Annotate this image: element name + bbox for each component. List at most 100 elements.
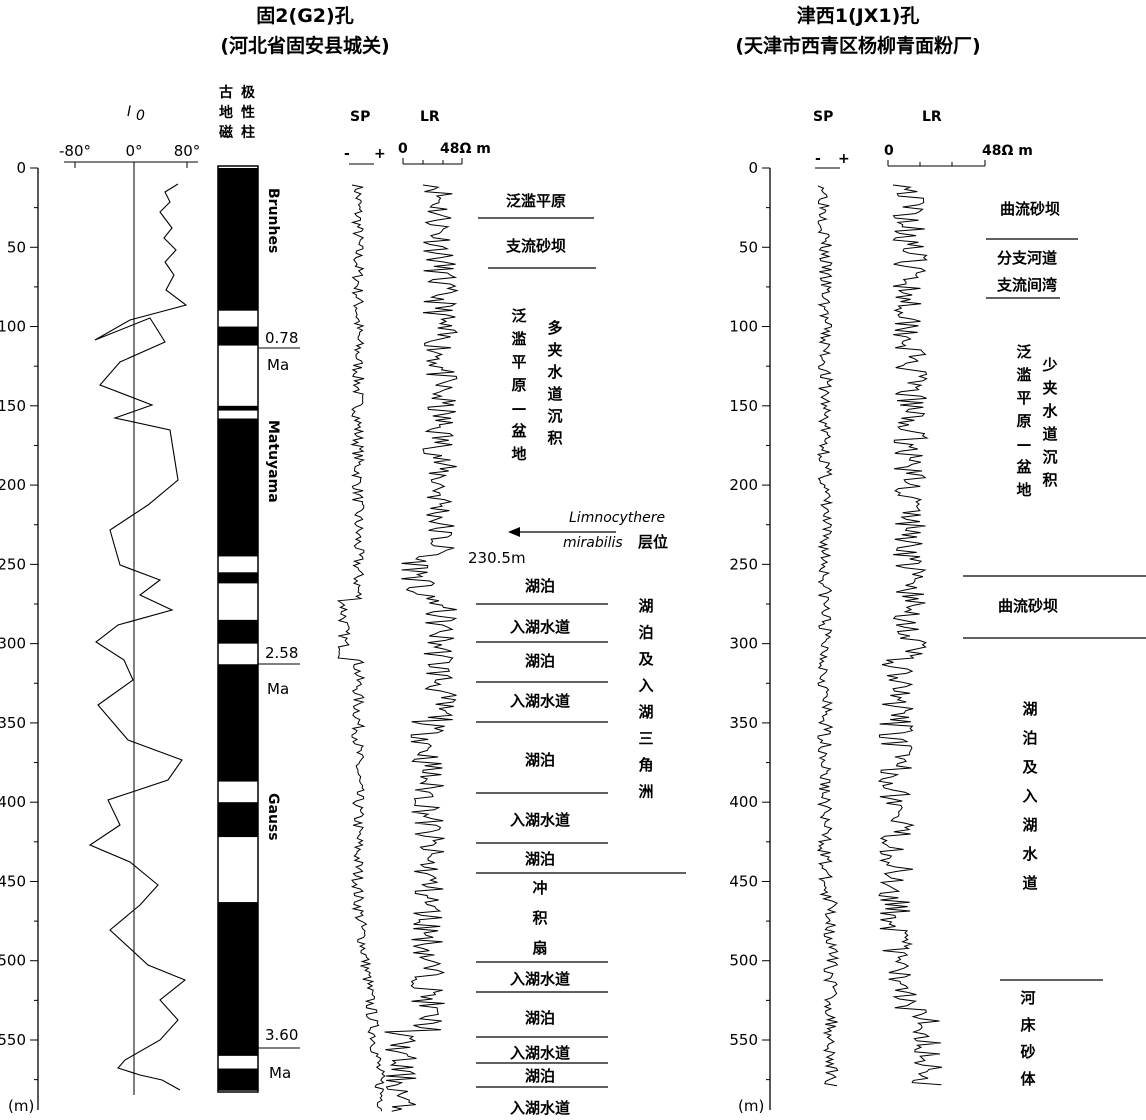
right-depth-axis: 0 50 100 150 200 250 300 350 400 450 500 550 bbox=[729, 159, 771, 1110]
left-lr-label: LR bbox=[420, 109, 440, 125]
left-vert-delta-char-6: 角 bbox=[638, 756, 653, 774]
left-depth-tick-250: 250 bbox=[0, 555, 26, 573]
polarity-column bbox=[217, 165, 259, 1093]
right-facies-meander-1: 曲流砂坝 bbox=[1000, 200, 1060, 218]
left-facies-channel-3: 入湖水道 bbox=[510, 811, 570, 829]
left-depth-tick-300: 300 bbox=[0, 635, 26, 653]
right-well-location: (天津市西青区杨柳青面粉厂) bbox=[735, 34, 980, 57]
right-sp-minus: - bbox=[815, 151, 821, 167]
right-lr-zero: 0 bbox=[884, 143, 894, 159]
left-sp-minus: - bbox=[344, 146, 350, 162]
left-vert-b-char-4: 沉 bbox=[547, 407, 562, 425]
left-depth-tick-0: 0 bbox=[16, 159, 26, 177]
right-vert-a-char-1: 滥 bbox=[1016, 366, 1031, 384]
chron-brunhes: Brunhes bbox=[265, 188, 281, 253]
normal-polarity-interval bbox=[218, 619, 258, 644]
right-vert-a-char-6: 地 bbox=[1016, 481, 1031, 499]
left-log-header: SP - + LR 0 48Ω m bbox=[344, 109, 491, 165]
age-078-unit: Ma bbox=[267, 356, 289, 374]
right-vert-c-char-6: 道 bbox=[1022, 874, 1037, 892]
normal-polarity-interval bbox=[218, 572, 258, 584]
left-vert-b-char-2: 水 bbox=[547, 363, 563, 381]
right-depth-tick-400: 400 bbox=[729, 793, 758, 811]
left-vertical-fan: 冲积扇 bbox=[532, 879, 547, 957]
right-sp-label: SP bbox=[813, 109, 833, 125]
left-vert-b-char-5: 积 bbox=[547, 429, 562, 447]
right-depth-tick-450: 450 bbox=[729, 872, 758, 890]
age-markers: 0.78 Ma 2.58 Ma 3.60 Ma bbox=[258, 329, 300, 1082]
left-well-location: (河北省固安县城关) bbox=[220, 34, 389, 57]
inclination-curve bbox=[88, 183, 188, 1091]
left-vert-delta-char-4: 湖 bbox=[638, 703, 653, 721]
right-vert-b-char-2: 水 bbox=[1042, 402, 1058, 420]
polarity-header-a2: 地 bbox=[219, 104, 233, 121]
age-258-unit: Ma bbox=[267, 680, 289, 698]
left-depth-tick-100: 100 bbox=[0, 318, 26, 336]
right-depth-tick-150: 150 bbox=[729, 397, 758, 415]
right-lr-label: LR bbox=[922, 109, 942, 125]
right-vert-a-char-4: — bbox=[1017, 435, 1032, 453]
right-vert-b-char-1: 夹 bbox=[1042, 379, 1057, 397]
right-lr-curve bbox=[877, 184, 943, 1086]
left-sp-plus: + bbox=[374, 146, 386, 162]
right-facies-boundaries bbox=[963, 238, 1146, 981]
marker-depth: 230.5m bbox=[468, 549, 526, 567]
right-vert-a-char-2: 平 bbox=[1016, 389, 1031, 407]
polarity-header-b3: 柱 bbox=[241, 124, 255, 141]
left-facies-lake-2: 湖泊 bbox=[525, 652, 555, 670]
right-sp-plus: + bbox=[838, 151, 850, 167]
inclination-tick-neg80: -80° bbox=[59, 142, 91, 160]
right-vert-a-char-3: 原 bbox=[1016, 412, 1031, 430]
left-vert-fan-char-2: 扇 bbox=[532, 939, 547, 957]
right-vert-b-char-3: 道 bbox=[1042, 425, 1057, 443]
left-facies-labels: 泛滥平原 支流砂坝 湖泊 入湖水道 湖泊 入湖水道 湖泊 入湖水道 湖泊 入湖水… bbox=[505, 192, 570, 1117]
polarity-header-a3: 磁 bbox=[219, 124, 233, 141]
left-vert-fan-char-0: 冲 bbox=[532, 879, 547, 897]
left-facies-channel-2: 入湖水道 bbox=[510, 692, 570, 710]
left-facies-lake-4: 湖泊 bbox=[525, 850, 555, 868]
left-depth-tick-200: 200 bbox=[0, 476, 26, 494]
marker-species-epithet: mirabilis bbox=[563, 535, 623, 551]
polarity-header-b2: 性 bbox=[241, 104, 255, 121]
inclination-tick-80: 80° bbox=[174, 142, 201, 160]
left-vert-b-char-0: 多 bbox=[547, 319, 562, 337]
right-depth-tick-200: 200 bbox=[729, 476, 758, 494]
right-lr-max: 48Ω m bbox=[982, 143, 1033, 159]
right-vert-c-char-1: 泊 bbox=[1022, 729, 1037, 747]
left-sp-label: SP bbox=[350, 109, 370, 125]
left-depth-axis: 0 50 100 150 200 250 300 350 400 450 500 550 bbox=[0, 159, 39, 1110]
right-vert-b-char-0: 少 bbox=[1041, 356, 1057, 374]
inclination-subscript: 0 bbox=[136, 108, 145, 124]
left-lr-curve bbox=[384, 184, 459, 1112]
left-vert-delta-char-0: 湖 bbox=[638, 597, 653, 615]
right-vert-b-char-5: 积 bbox=[1042, 471, 1057, 489]
left-vert-a-char-6: 地 bbox=[511, 445, 526, 463]
right-well-title: 津西1(JX1)孔 bbox=[797, 4, 920, 27]
left-vert-b-char-1: 夹 bbox=[547, 341, 562, 359]
right-vert-c-char-5: 水 bbox=[1022, 845, 1038, 863]
marker-suffix: 层位 bbox=[638, 533, 668, 551]
left-depth-tick-150: 150 bbox=[0, 397, 26, 415]
normal-polarity-interval bbox=[218, 902, 258, 1056]
age-360-unit: Ma bbox=[269, 1064, 291, 1082]
marker-horizon: Limnocythere mirabilis 层位 230.5m bbox=[468, 510, 668, 567]
normal-polarity-interval bbox=[218, 418, 258, 557]
right-facies-meander-2: 曲流砂坝 bbox=[998, 597, 1058, 615]
left-vert-a-char-2: 平 bbox=[511, 353, 526, 371]
left-facies-bar: 支流砂坝 bbox=[505, 237, 566, 255]
polarity-column-header: 古 地 磁 极 性 柱 bbox=[219, 84, 256, 141]
right-vert-c-char-2: 及 bbox=[1022, 758, 1038, 776]
right-vert-d-char-3: 体 bbox=[1020, 1070, 1036, 1088]
right-depth-tick-50: 50 bbox=[739, 238, 758, 256]
left-depth-tick-50: 50 bbox=[7, 238, 26, 256]
left-depth-tick-500: 500 bbox=[0, 952, 26, 970]
inclination-panel: I 0 -80° 0° 80° bbox=[59, 104, 200, 1095]
age-360-value: 3.60 bbox=[265, 1026, 298, 1044]
inclination-tick-0: 0° bbox=[125, 142, 142, 160]
left-vert-delta-char-5: 三 bbox=[638, 730, 653, 748]
right-vertical-floodplain: 泛滥平原 — 盆地 bbox=[1015, 343, 1032, 499]
left-facies-lake-1: 湖泊 bbox=[525, 577, 555, 595]
left-vert-fan-char-1: 积 bbox=[532, 909, 547, 927]
